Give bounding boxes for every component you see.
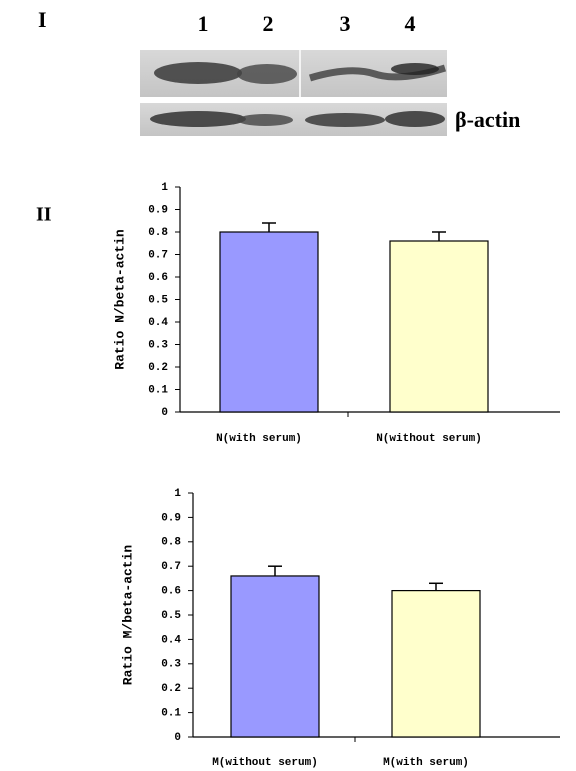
error-bar (429, 583, 443, 590)
y-tick-label: 0.3 (148, 339, 168, 351)
y-tick-label: 1 (174, 488, 181, 500)
y-tick-label: 0.5 (148, 294, 168, 306)
panel-label: II (36, 204, 52, 226)
y-axis-label: Ratio N/beta-actin (112, 229, 127, 370)
y-tick-label: 0.2 (148, 362, 168, 374)
y-tick-label: 0.9 (148, 204, 168, 216)
y-tick-label: 0 (161, 407, 168, 419)
y-tick-label: 1 (161, 182, 168, 194)
figure: I II 1 2 3 4 β-actin 0 0.1 0.2 0.3 0.4 0.5 0.6… (0, 0, 576, 771)
y-tick-label: 0.4 (148, 317, 168, 329)
lane-label: 4 (405, 11, 416, 36)
y-tick-label: 0.3 (161, 659, 181, 671)
y-tick-label: 0.8 (148, 227, 168, 239)
x-tick-label: N(with serum) (216, 433, 302, 445)
y-tick-label: 0.6 (148, 272, 168, 284)
bar (220, 232, 318, 412)
bar (390, 241, 488, 412)
error-bar (268, 566, 282, 576)
y-axis-label: Ratio M/beta-actin (120, 545, 135, 686)
page: I II 1 2 3 4 β-actin 0 0.1 0.2 0.3 0.4 0.5 0.6… (0, 0, 576, 771)
y-tick-label: 0.4 (161, 634, 181, 646)
y-tick-label: 0.8 (161, 537, 181, 549)
y-tick-label: 0.6 (161, 586, 181, 598)
y-tick-label: 0.5 (161, 610, 181, 622)
lane-label: 3 (340, 11, 351, 36)
bar (392, 591, 480, 737)
y-tick-label: 0.7 (148, 249, 168, 261)
x-tick-label: M(with serum) (383, 757, 469, 769)
blot-image (140, 50, 447, 136)
y-tick-label: 0.7 (161, 561, 181, 573)
bar (231, 576, 319, 737)
lane-label: 2 (263, 11, 274, 36)
x-tick-label: N(without serum) (376, 433, 482, 445)
panel-label: I (38, 7, 47, 32)
lane-label: 1 (198, 11, 209, 36)
error-bar (432, 232, 446, 241)
y-tick-label: 0 (174, 732, 181, 744)
y-tick-label: 0.9 (161, 512, 181, 524)
loading-control-label: β-actin (455, 107, 520, 132)
x-tick-label: M(without serum) (212, 757, 318, 769)
y-tick-label: 0.1 (161, 708, 181, 720)
error-bar (262, 223, 276, 232)
y-tick-label: 0.2 (161, 683, 181, 695)
y-tick-label: 0.1 (148, 384, 168, 396)
